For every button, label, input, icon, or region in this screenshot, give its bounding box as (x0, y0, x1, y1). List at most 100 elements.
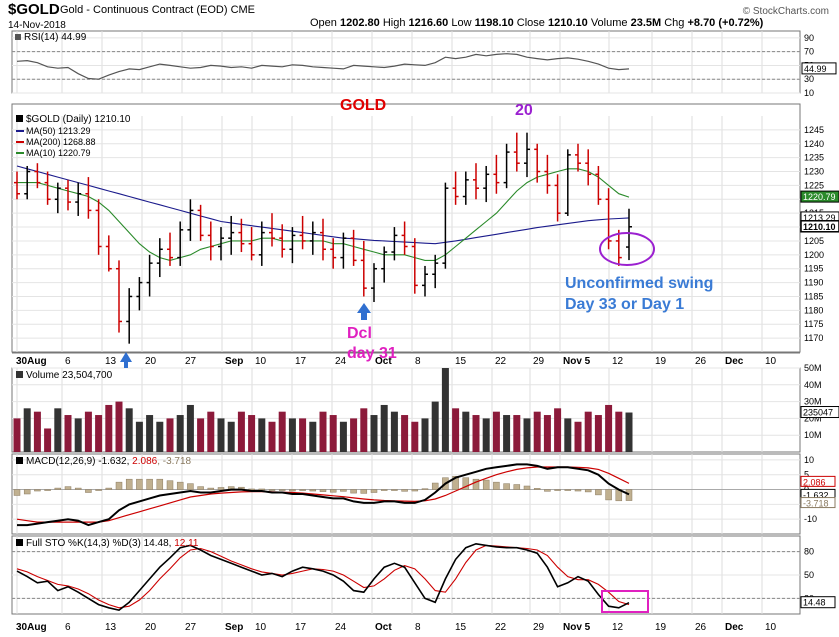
volume-bar (217, 418, 225, 452)
sto-oversold-box (601, 590, 649, 613)
price-x-tick-label: 22 (495, 356, 507, 367)
macd-histogram-bar (34, 489, 41, 492)
macd-histogram-bar (340, 489, 347, 492)
sto-x-tick-label: 10 (765, 622, 777, 633)
grid-lines (12, 31, 800, 614)
volume-bar (339, 421, 347, 452)
ohlc-bar (34, 163, 41, 189)
macd-histogram-bar (564, 489, 572, 491)
price-x-tick-label: 12 (612, 356, 624, 367)
price-y-tick-label: 1200 (804, 250, 824, 260)
price-x-tick-label: 15 (455, 356, 467, 367)
sto-x-tick-label: Sep (225, 622, 243, 633)
ohlc-bar (452, 171, 459, 205)
sto-x-tick-label: 26 (695, 622, 707, 633)
macd-histogram-bar (115, 481, 123, 490)
price-x-tick-label: 13 (105, 356, 117, 367)
vol-y-tick-label: 20M (804, 413, 822, 423)
annotation-unconfirmed-swing: Unconfirmed swing (565, 275, 713, 292)
price-x-tick-label: 29 (533, 356, 545, 367)
volume-bar (54, 408, 62, 452)
ohlc-bar (65, 179, 71, 211)
cycle-low-arrow (120, 352, 132, 368)
sto-x-tick-label: Dec (725, 622, 744, 633)
ohlc-bar (615, 229, 622, 266)
macd-histogram-bar (54, 487, 62, 490)
ohlc-bar (228, 215, 235, 255)
ohlc-bar (554, 174, 561, 222)
volume-bar (146, 415, 154, 452)
macd-title-icon (16, 457, 23, 464)
macd-right-label: 2.086 (803, 477, 826, 487)
open-label: Open (310, 17, 337, 29)
macd-histogram-bar (299, 489, 306, 491)
stockcharts-brand[interactable]: © StockCharts.com (742, 6, 829, 17)
macd-histogram-bar (380, 489, 388, 491)
macd-histogram-bar (176, 481, 184, 490)
macd-histogram-bar (125, 478, 133, 490)
volume-bar (615, 411, 623, 452)
volume-bar (431, 401, 439, 452)
macd-histogram-bar (554, 489, 561, 491)
volume-bar (13, 418, 21, 452)
price-x-tick-label: 8 (415, 356, 421, 367)
macd-histogram-bar (64, 486, 72, 490)
price-right-label: 1210.10 (803, 222, 836, 232)
macd-histogram-bar (401, 489, 408, 492)
ohlc-bar (330, 238, 337, 269)
ohlc-bar (85, 177, 92, 219)
ohlc-bar (585, 149, 592, 186)
high-label: High (382, 17, 406, 29)
volume-bar (594, 415, 602, 452)
ohlc-bar (258, 221, 265, 266)
volume-last-box (800, 406, 839, 419)
ohlc-bar (248, 227, 255, 261)
rsi-y-tick-label: 90 (804, 33, 814, 43)
ohlc-bar (299, 215, 306, 250)
ohlc-bar (24, 165, 31, 200)
volume-bar (574, 421, 582, 452)
volume-bar (115, 401, 123, 452)
price-y-tick-label: 1190 (804, 278, 823, 288)
dcl-arrow (357, 303, 371, 320)
price-y-tick-label: 1175 (804, 319, 823, 329)
price-x-tick-label: Nov 5 (563, 356, 591, 367)
panel-frames (11, 30, 801, 615)
volume-bar (95, 415, 103, 452)
exchange-label: CME (230, 4, 256, 16)
ohlc-bar (432, 254, 439, 289)
close-value: 1210.10 (547, 17, 588, 29)
ohlc-bar (513, 132, 520, 172)
ohlc-bar (534, 143, 541, 183)
macd-histogram-bar (431, 482, 439, 490)
price-x-tick-label: 20 (145, 356, 157, 367)
volume-bar (350, 418, 358, 452)
volume-bar (411, 421, 419, 452)
price-y-tick-label: 1185 (804, 291, 823, 301)
volume-bar (584, 411, 592, 452)
macd-histogram-bar (544, 489, 551, 492)
macd-histogram-bar (513, 484, 521, 490)
volume-bar (513, 415, 521, 452)
volume-bar (186, 404, 194, 452)
sto-x-tick-label: 24 (335, 622, 347, 633)
vol-y-tick-label: 50M (804, 363, 822, 373)
ohlc-bar (544, 154, 551, 194)
ohlc-bar (381, 246, 388, 283)
volume-bar (472, 415, 480, 452)
price-x-tick-label: 19 (655, 356, 667, 367)
macd-histogram-bar (584, 489, 592, 493)
sto-title-icon (16, 539, 23, 546)
volume-bar (564, 418, 572, 452)
sto-last-value: 14.48 (803, 598, 826, 608)
volume-bar (197, 418, 205, 452)
volume-bar (227, 421, 235, 452)
sto-y-tick-label: 50 (804, 570, 814, 580)
sto-last-box (800, 596, 836, 609)
price-right-label: 1220.79 (803, 192, 836, 202)
ohlc-bar (371, 263, 377, 303)
volume-bar (125, 408, 133, 452)
macd-histogram-bar (146, 478, 153, 490)
price-x-tick-label: 24 (335, 356, 347, 367)
price-x-tick-label: 10 (765, 356, 777, 367)
